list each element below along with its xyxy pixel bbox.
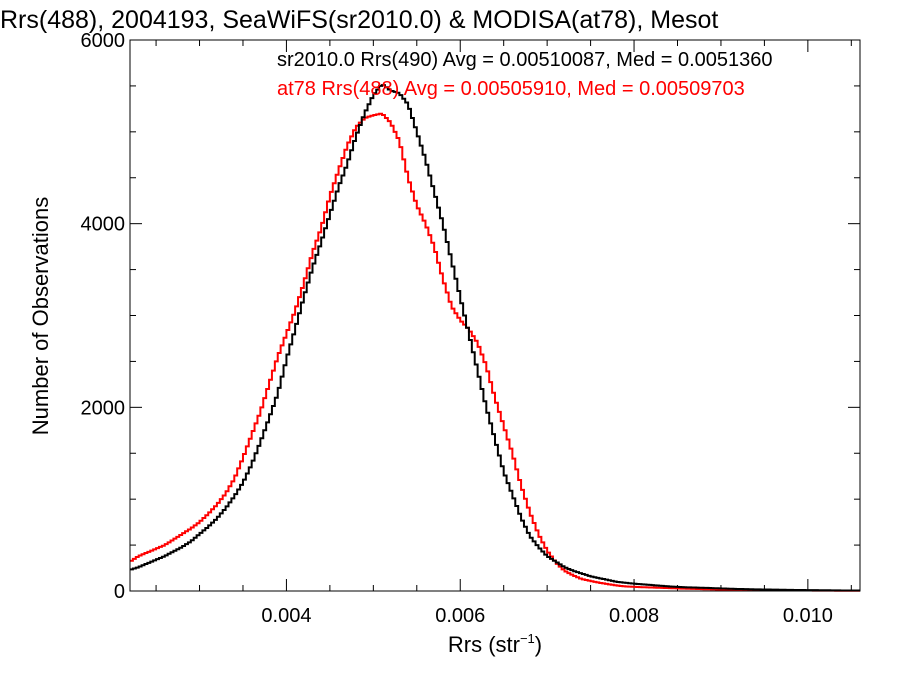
x-tick-label: 0.010 [783,605,833,627]
legend-entry-red: at78 Rrs(488) Avg = 0.00505910, Med = 0.… [277,78,745,100]
series-line-at78 [130,112,860,592]
y-tick-label: 6000 [81,30,126,52]
series-line-sr2010 [130,84,860,592]
y-tick-label: 4000 [81,214,126,236]
x-axis-label-main: Rrs (str [448,632,520,657]
legend-entry-black: sr2010.0 Rrs(490) Avg = 0.00510087, Med … [277,49,773,71]
y-tick-label: 2000 [81,397,126,419]
series-lines [130,84,860,592]
x-axis-label: Rrs (str−1) [448,631,542,657]
tick-labels: 0.004 0.006 0.008 0.010 0 2000 4000 6000 [81,30,833,627]
y-axis-label: Number of Observations [28,197,53,435]
x-tick-label: 0.006 [435,605,485,627]
plot-frame [129,39,861,592]
x-axis-label-sup: −1 [520,631,535,646]
axis-ticks [130,39,860,592]
x-tick-label: 0.004 [261,605,311,627]
chart-title: Rrs(488), 2004193, SeaWiFS(sr2010.0) & M… [0,6,718,34]
x-tick-label: 0.008 [609,605,659,627]
x-axis-label-close: ) [535,632,542,657]
y-tick-label: 0 [114,581,125,603]
